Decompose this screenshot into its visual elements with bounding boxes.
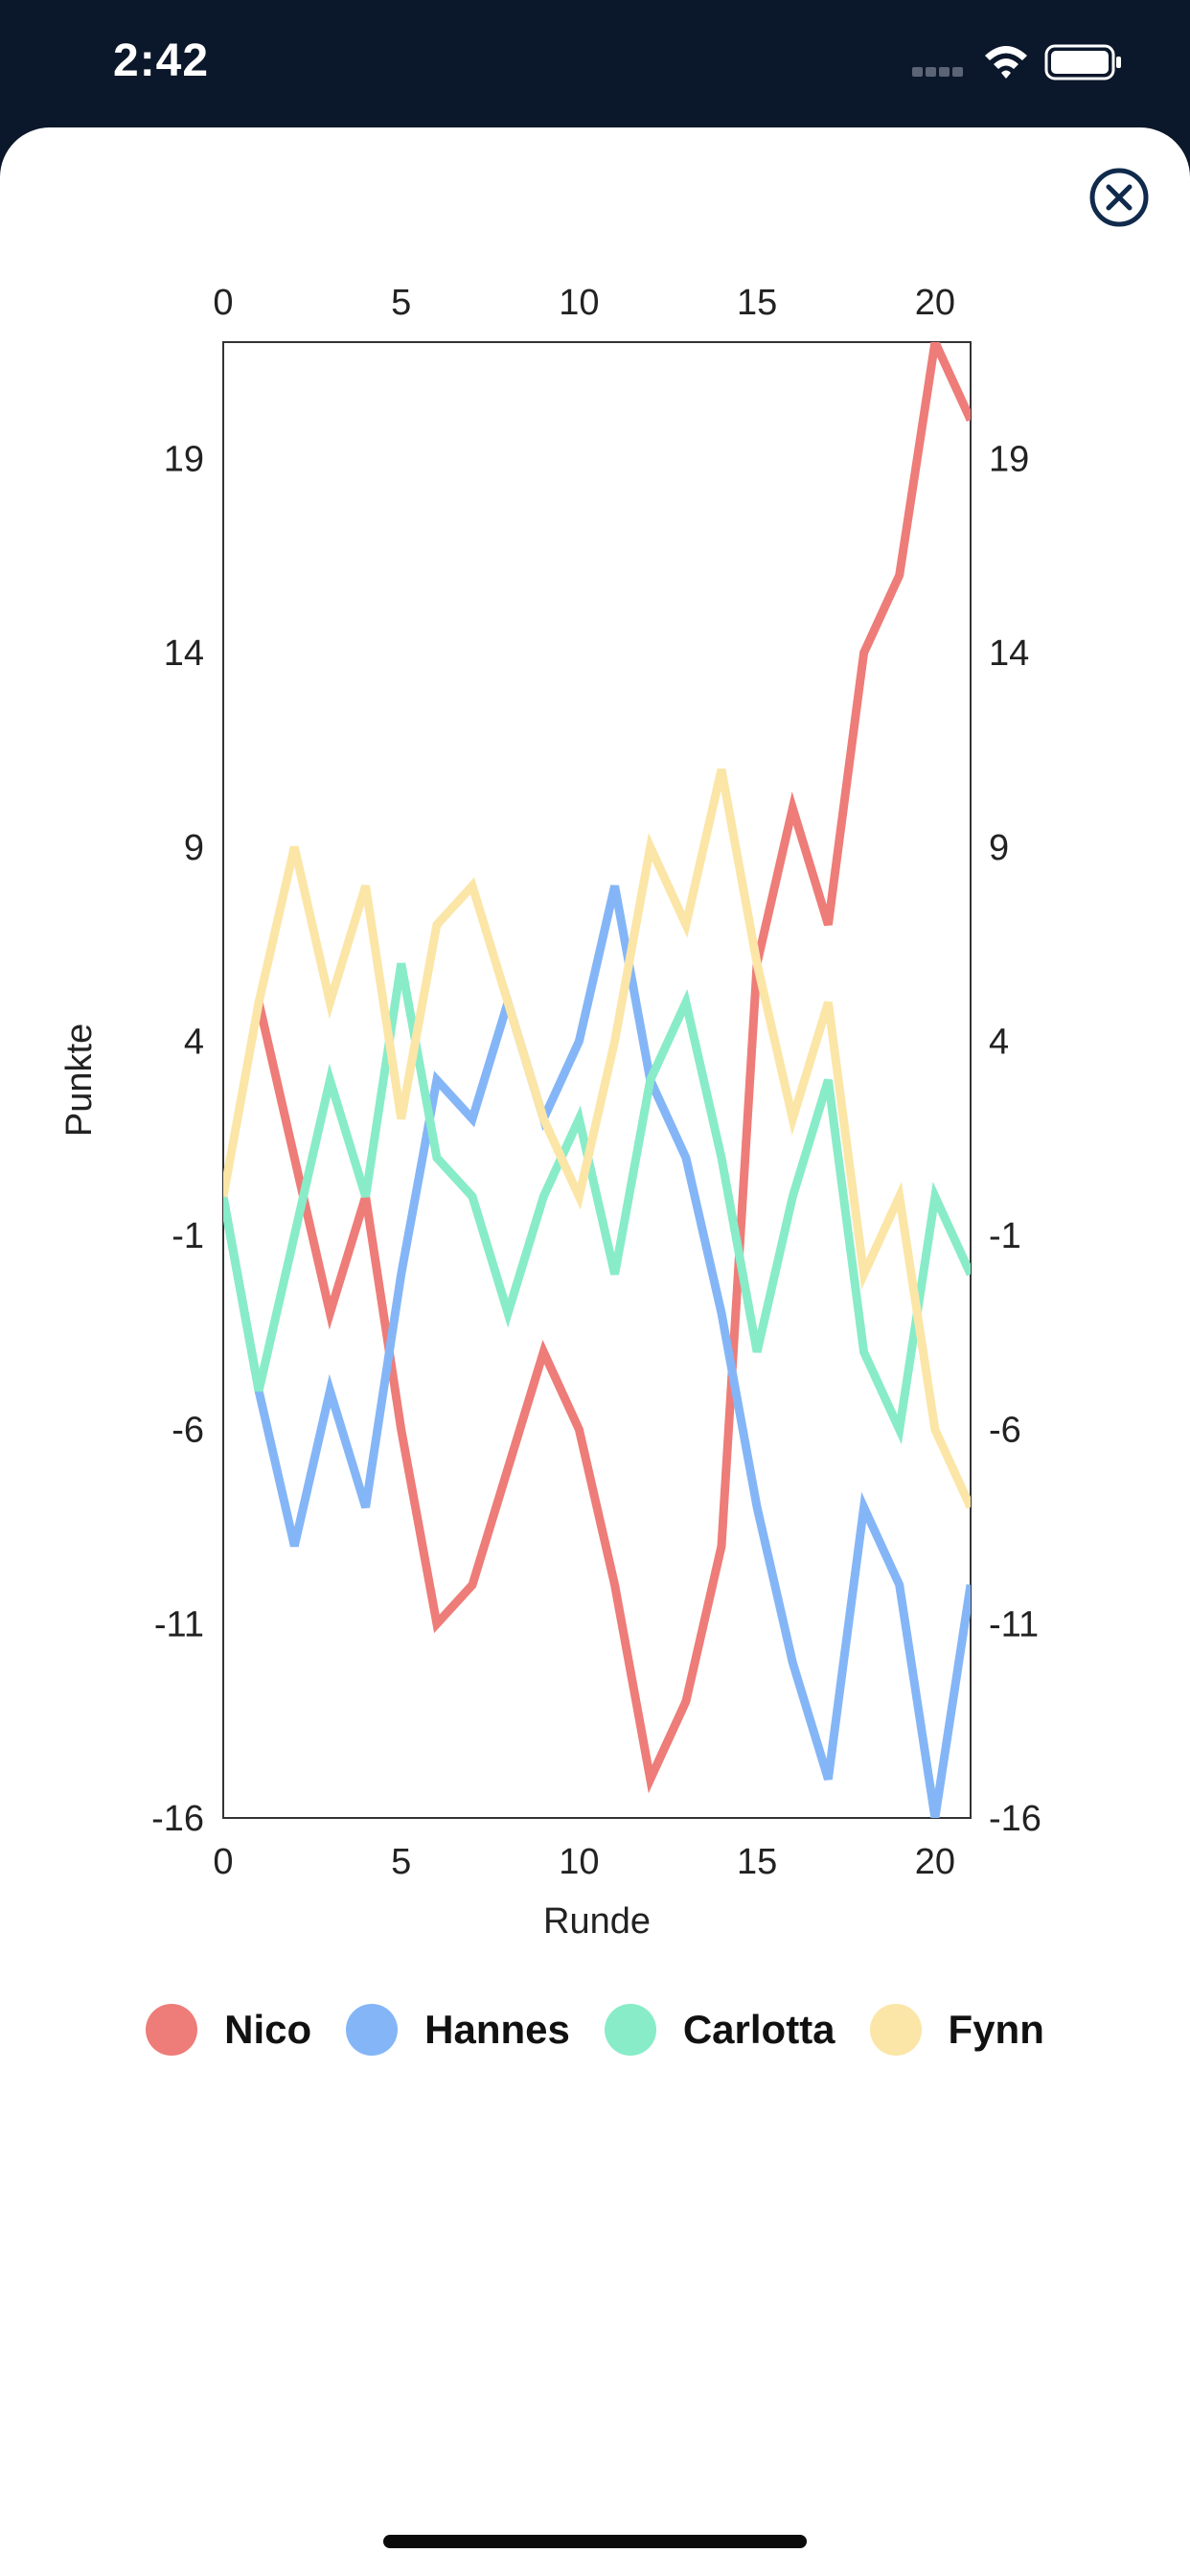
home-indicator[interactable] [383, 2535, 807, 2548]
y-tick-label-left: 9 [184, 828, 204, 868]
series-line-nico [254, 342, 971, 1794]
y-tick-label-left: -11 [154, 1604, 204, 1644]
wifi-icon [985, 46, 1027, 79]
y-tick-label-left: 19 [164, 440, 204, 480]
y-tick-label-left: -16 [151, 1799, 204, 1839]
legend-item-hannes: Hannes [346, 2004, 570, 2056]
legend-label: Fynn [948, 2007, 1044, 2052]
legend-dot [346, 2004, 399, 2056]
plot-frame [222, 341, 972, 1819]
legend-item-fynn: Fynn [869, 2004, 1044, 2056]
series-line-carlotta [223, 962, 971, 1445]
battery-icon [1044, 44, 1121, 80]
series-line-hannes [223, 885, 971, 1818]
x-tick-label-top: 0 [213, 283, 233, 323]
y-tick-label-right: 14 [989, 633, 1029, 674]
y-tick-label-left: 4 [184, 1022, 204, 1062]
x-tick-label-bottom: 10 [559, 1842, 599, 1882]
x-tick-label-bottom: 20 [915, 1842, 955, 1882]
legend-dot [604, 2004, 656, 2056]
legend-label: Nico [224, 2007, 312, 2052]
status-bar: 2:42 [0, 0, 1190, 129]
y-tick-label-right: -16 [989, 1799, 1041, 1839]
legend-dot [146, 2004, 198, 2056]
y-tick-label-right: -6 [989, 1411, 1021, 1451]
legend-item-nico: Nico [146, 2004, 311, 2056]
close-button[interactable] [1088, 167, 1150, 228]
legend-label: Hannes [424, 2007, 570, 2052]
series-line-fynn [223, 768, 971, 1509]
line-chart: 0 0 5 5 10 10 15 15 20 20 -16 -16 -11 -11 -6 -6 -1 -1 4 4 9 9… [59, 283, 1041, 1942]
x-tick-label-top: 15 [737, 283, 777, 323]
signal-icon [912, 67, 963, 77]
x-tick-label-bottom: 0 [213, 1842, 233, 1882]
y-tick-label-left: 14 [164, 633, 204, 674]
chart-sheet [0, 127, 1190, 2576]
x-tick-label-bottom: 5 [391, 1842, 411, 1882]
x-tick-label-top: 5 [391, 283, 411, 323]
y-tick-label-left: -6 [172, 1411, 204, 1451]
y-tick-label-right: -11 [989, 1604, 1039, 1644]
y-tick-label-left: -1 [172, 1216, 204, 1256]
y-tick-label-right: 4 [989, 1022, 1009, 1062]
chart-legend: Nico Hannes Carlotta Fynn [0, 1995, 1190, 2064]
x-tick-label-top: 20 [915, 283, 955, 323]
y-tick-label-right: 9 [989, 828, 1009, 868]
close-circle-x-icon [1089, 168, 1149, 227]
x-tick-label-bottom: 15 [737, 1842, 777, 1882]
legend-item-carlotta: Carlotta [604, 2004, 835, 2056]
y-tick-label-right: -1 [989, 1216, 1021, 1256]
x-tick-label-top: 10 [559, 283, 599, 323]
x-axis-label: Runde [543, 1901, 651, 1942]
legend-label: Carlotta [682, 2007, 835, 2052]
y-axis-label: Punkte [59, 1024, 100, 1137]
y-tick-label-right: 19 [989, 440, 1029, 480]
status-icons [912, 38, 1133, 86]
status-time: 2:42 [113, 35, 210, 86]
legend-dot [869, 2004, 922, 2056]
